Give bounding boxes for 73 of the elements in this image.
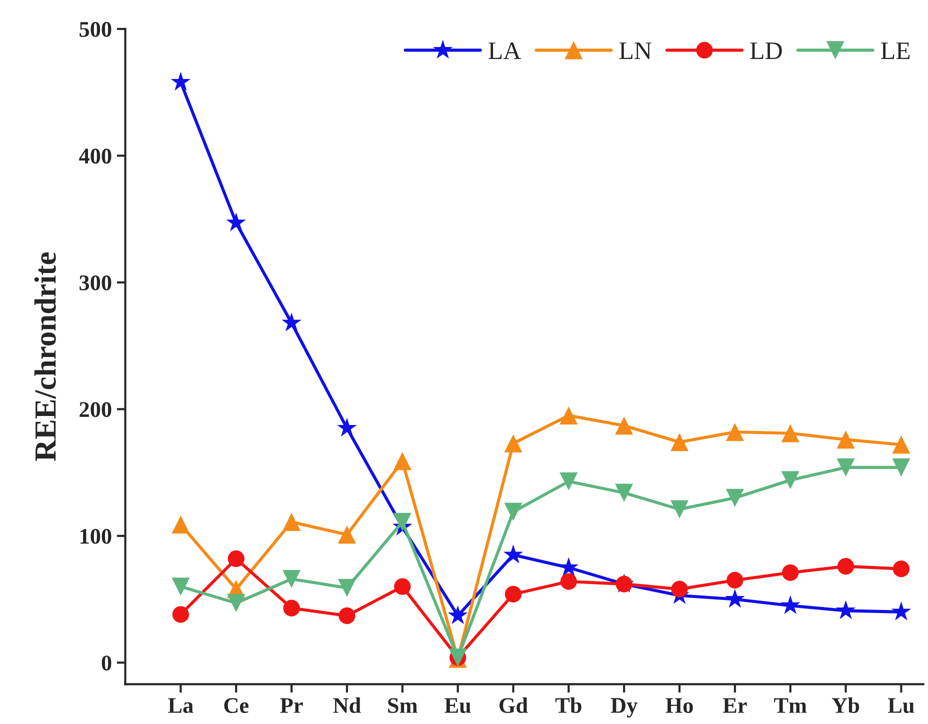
x-tick-label: Sm [388,698,418,714]
point [892,560,910,578]
point [504,586,522,603]
point [282,312,302,332]
legend-label: LN [619,42,652,59]
point [726,572,744,589]
point [337,418,357,437]
point [227,594,246,612]
point [670,433,689,452]
x-tick-label: Dy [610,698,638,718]
y-axis-title: REE/chrondrite [34,252,56,462]
x-tick-label: Er [722,698,747,713]
point [503,544,524,564]
y-tick-label: 300 [80,275,112,290]
point [338,526,356,544]
point [282,570,301,588]
point [781,424,800,442]
point [172,578,190,596]
y-tick-label: 400 [79,148,112,164]
point [892,458,910,476]
x-tick-label: Ce [224,698,249,714]
point [780,595,800,614]
x-tick-label: Pr [280,698,303,713]
y-tick-label: 200 [80,402,112,418]
y-tick-label: 0 [102,656,112,671]
x-tick-label: Lu [888,698,914,714]
point [504,502,522,521]
point [393,512,412,531]
x-tick-label: Tb [555,697,582,714]
legend-label: LE [881,42,910,59]
point [615,416,634,435]
point [836,600,856,620]
point [338,607,356,624]
x-tick-label: Yb [832,697,860,714]
point [170,72,191,91]
x-tick-label: Ho [666,698,693,714]
point [836,458,855,476]
y-tick-label: 100 [80,528,112,544]
point [226,212,246,232]
point [560,472,578,490]
y-tick-label: 500 [80,22,112,37]
point [560,573,577,590]
legend-label: LD [750,42,782,60]
point [725,588,745,608]
x-tick-label: La [168,698,194,714]
point [892,436,910,454]
point [615,484,634,502]
point [782,564,799,581]
point [393,452,412,470]
point [283,600,300,616]
point [172,606,190,623]
x-tick-label: Eu [444,698,471,714]
point [726,422,744,442]
point [891,602,912,620]
point [560,406,578,425]
x-tick-label: Tm [774,698,807,713]
point [504,434,522,452]
point [670,500,689,518]
point [726,488,744,507]
point [558,557,579,576]
point [837,558,854,575]
point [394,578,411,595]
point [671,580,688,598]
x-tick-label: Nd [333,697,361,714]
point [448,605,468,624]
point [282,512,301,531]
point [172,515,190,534]
point [836,430,855,449]
x-tick-label: Gd [500,697,528,714]
legend-label: LA [488,42,521,59]
point [338,578,356,597]
point [228,550,244,568]
point [781,471,800,490]
